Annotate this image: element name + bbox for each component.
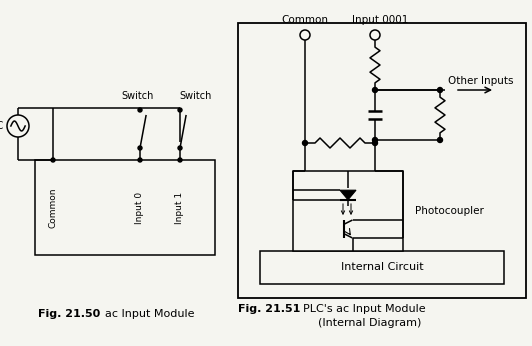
Text: (Internal Diagram): (Internal Diagram) <box>318 318 421 328</box>
Text: Input 0001: Input 0001 <box>352 15 408 25</box>
Circle shape <box>7 115 29 137</box>
Text: Input 0: Input 0 <box>136 191 145 224</box>
Circle shape <box>178 108 182 112</box>
Text: Fig. 21.51: Fig. 21.51 <box>238 304 301 314</box>
Text: Common: Common <box>48 187 57 228</box>
Circle shape <box>138 158 142 162</box>
Bar <box>35 160 215 255</box>
Circle shape <box>178 146 182 150</box>
Text: Photocoupler: Photocoupler <box>415 206 484 216</box>
Circle shape <box>138 146 142 150</box>
Bar <box>238 23 526 298</box>
Circle shape <box>372 88 378 92</box>
Circle shape <box>138 108 142 112</box>
Circle shape <box>51 158 55 162</box>
Circle shape <box>370 30 380 40</box>
Text: Switch: Switch <box>180 91 212 101</box>
Text: Input 1: Input 1 <box>176 191 185 224</box>
Bar <box>293 171 403 251</box>
Text: Other Inputs: Other Inputs <box>448 76 513 86</box>
Text: PLC's ac Input Module: PLC's ac Input Module <box>303 304 426 314</box>
Text: AC: AC <box>0 121 4 131</box>
Circle shape <box>178 158 182 162</box>
Circle shape <box>437 88 443 92</box>
Bar <box>260 251 504 284</box>
Text: Switch: Switch <box>122 91 154 101</box>
Text: Common: Common <box>281 15 328 25</box>
Circle shape <box>303 140 307 146</box>
Text: ac Input Module: ac Input Module <box>105 309 195 319</box>
Text: Fig. 21.50: Fig. 21.50 <box>38 309 100 319</box>
Circle shape <box>372 137 378 143</box>
Text: Internal Circuit: Internal Circuit <box>340 263 423 273</box>
Circle shape <box>300 30 310 40</box>
Circle shape <box>372 140 378 146</box>
Circle shape <box>437 137 443 143</box>
Polygon shape <box>340 190 356 200</box>
